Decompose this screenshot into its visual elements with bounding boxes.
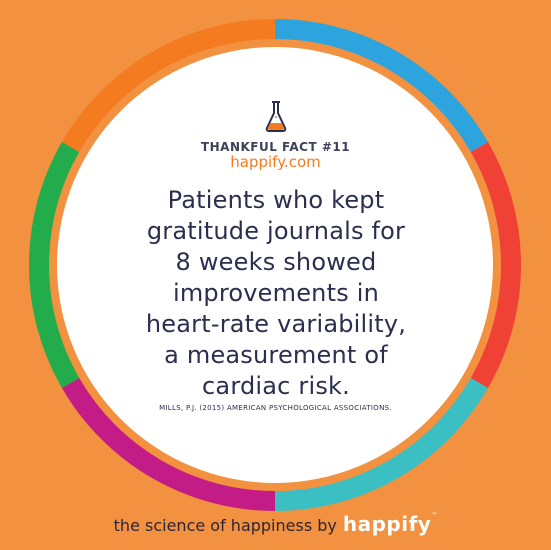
ring-segment-magenta — [61, 377, 276, 511]
fact-number: THANKFUL FACT #11 — [200, 140, 351, 154]
citation: MILLS, P.J. (2015) AMERICAN PSYCHOLOGICA… — [159, 404, 392, 412]
fact-text: Patients who kept gratitude journals for… — [145, 186, 407, 400]
flask-icon — [265, 101, 287, 132]
ring-segment-green — [29, 142, 80, 388]
inner-circle — [57, 47, 493, 483]
ring-segment-red — [470, 142, 521, 388]
site-link[interactable]: happify.com — [230, 153, 321, 171]
ring-segment-orange — [61, 19, 276, 153]
tagline: the science of happiness by — [113, 516, 337, 535]
ring-segment-blue — [274, 19, 489, 153]
footer: the science of happiness by happify ™ — [0, 512, 551, 536]
happify-logo: happify — [342, 512, 432, 536]
ring-segment-teal — [274, 377, 489, 511]
trademark: ™ — [431, 512, 438, 519]
